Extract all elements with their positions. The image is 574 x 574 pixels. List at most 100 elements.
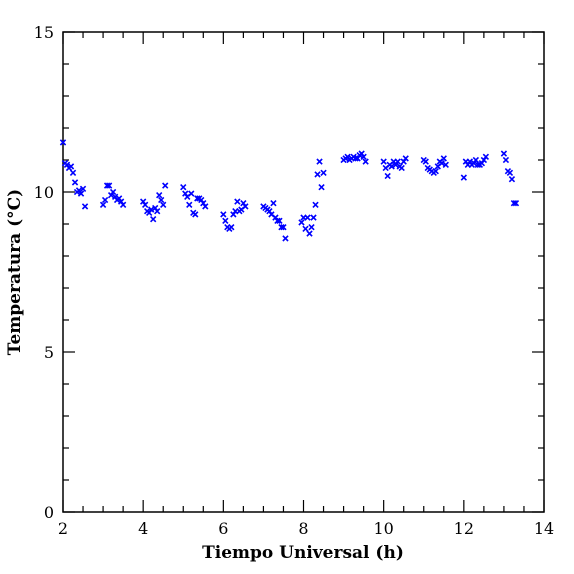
data-point-marker [115, 195, 123, 202]
data-point-marker [280, 224, 287, 231]
data-point-marker [140, 198, 147, 205]
y-axis-title: Temperatura (°C) [5, 189, 25, 355]
y-tick-label: 15 [34, 23, 54, 42]
data-point-marker [388, 163, 395, 170]
data-point-marker [392, 161, 399, 168]
data-point-marker [188, 190, 195, 197]
x-tick-labels: 2 4 6 8 10 12 14 [58, 519, 554, 538]
x-tick-label: 2 [58, 519, 68, 538]
data-point-marker [278, 224, 285, 231]
x-tick-label: 6 [218, 519, 228, 538]
data-point-marker [510, 200, 518, 207]
data-point-marker [470, 160, 478, 167]
data-point-marker [109, 188, 117, 196]
data-point-marker [220, 211, 227, 218]
data-point-marker [282, 235, 289, 242]
data-point-marker [67, 163, 75, 170]
data-point-marker [194, 195, 201, 202]
data-point-marker [152, 204, 159, 212]
data-point-marker [442, 161, 449, 168]
data-point-marker [186, 201, 193, 208]
data-point-marker [502, 156, 510, 164]
data-point-marker [380, 158, 387, 165]
data-point-marker [240, 200, 247, 207]
data-point-marker [160, 201, 167, 208]
data-point-marker [117, 198, 125, 205]
data-point-marker [298, 219, 305, 226]
y-tick-label: 10 [34, 183, 54, 202]
data-point-marker [354, 155, 361, 162]
data-point-marker [474, 161, 482, 168]
data-point-marker [478, 160, 486, 167]
data-point-marker [508, 176, 516, 183]
data-point-marker [81, 203, 89, 210]
data-point-marker [158, 196, 165, 204]
x-axis-title: Tiempo Universal (h) [202, 543, 404, 563]
data-point-marker [105, 182, 113, 189]
x-tick-label: 10 [373, 519, 393, 538]
data-point-marker [358, 150, 365, 157]
axis-ticks [62, 31, 545, 513]
data-point-marker [162, 182, 169, 189]
data-point-marker [228, 224, 235, 231]
data-point-marker [482, 153, 490, 160]
data-point-marker [234, 198, 241, 205]
data-point-marker [466, 158, 474, 165]
data-point-marker [304, 214, 311, 221]
data-point-marker [148, 206, 155, 213]
data-point-marker [242, 203, 249, 210]
data-point-marker [316, 158, 323, 165]
data-point-marker [154, 208, 161, 215]
y-tick-label: 0 [44, 503, 54, 522]
data-point-marker [156, 192, 163, 199]
data-point-marker [107, 192, 115, 199]
data-point-marker [274, 217, 281, 224]
data-point-marker [202, 203, 209, 210]
data-point-marker [394, 158, 401, 165]
data-point-marker [198, 196, 205, 204]
data-point-marker [320, 169, 327, 176]
data-point-marker [422, 158, 429, 165]
data-point-marker [63, 161, 71, 168]
data-point-marker [506, 169, 514, 176]
x-tick-label: 8 [298, 519, 308, 538]
data-point-marker [480, 156, 488, 164]
data-point-marker [308, 224, 315, 231]
data-point-marker [142, 201, 149, 208]
data-point-marker [344, 153, 351, 160]
x-tick-label: 4 [138, 519, 148, 538]
data-point-marker [402, 155, 409, 162]
x-tick-label: 14 [534, 519, 554, 538]
data-point-marker [360, 153, 367, 160]
data-point-marker [59, 139, 67, 146]
data-point-marker [500, 150, 508, 157]
data-point-marker [200, 200, 207, 207]
data-point-marker [384, 172, 391, 180]
y-tick-labels: 0 5 10 15 [34, 23, 54, 522]
data-point-marker [182, 190, 189, 197]
data-point-marker [101, 196, 109, 204]
data-point-marker [318, 184, 325, 191]
data-point-marker [230, 211, 237, 218]
data-point-marker [79, 185, 87, 192]
data-point-marker [512, 200, 520, 207]
data-point-marker [312, 201, 319, 208]
data-point-marker [432, 168, 439, 175]
data-point-marker [314, 171, 321, 178]
data-point-marker [398, 164, 405, 172]
data-point-marker [460, 174, 467, 181]
data-point-marker [270, 200, 277, 207]
data-point-marker [276, 217, 283, 224]
data-points [59, 139, 520, 242]
x-tick-label: 12 [454, 519, 474, 538]
data-point-marker [69, 169, 77, 176]
data-point-marker [146, 209, 153, 216]
data-point-marker [438, 160, 445, 167]
data-point-marker [362, 158, 369, 165]
data-point-marker [75, 187, 83, 194]
data-point-marker [472, 156, 480, 164]
data-point-marker [180, 184, 187, 191]
data-point-marker [77, 190, 85, 197]
